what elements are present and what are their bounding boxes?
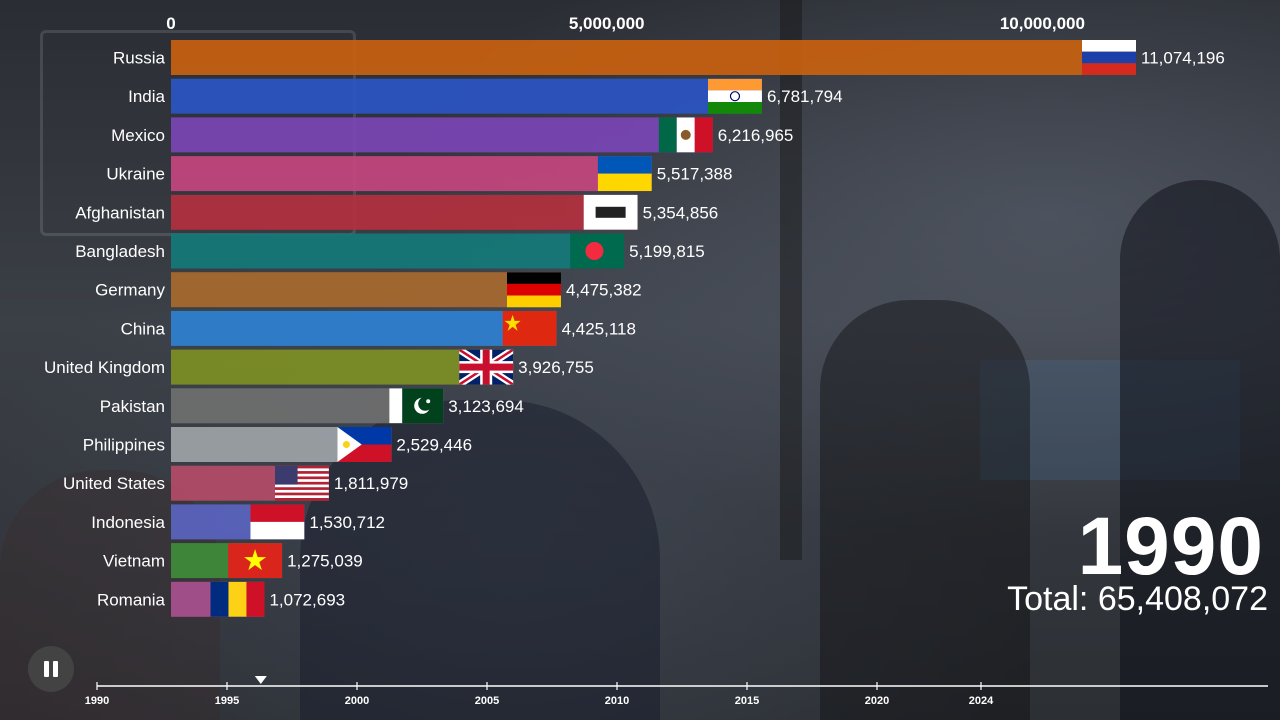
timeline-year-label: 1995 <box>215 695 239 707</box>
bar-row: Bangladesh 5,199,815 <box>75 233 705 269</box>
bar-row: Indonesia 1,530,712 <box>91 504 385 540</box>
pakistan-flag-icon <box>389 388 444 424</box>
bar-row: Pakistan 3,123,694 <box>100 388 524 424</box>
bar <box>171 194 638 230</box>
india-flag-icon <box>707 78 762 114</box>
country-label: Germany <box>95 281 165 300</box>
total-count: Total: 65,408,072 <box>1007 580 1268 618</box>
bar-chart: 0 5,000,000 10,000,000 Russia 11,074,196 Ind… <box>44 14 1225 617</box>
country-label: Bangladesh <box>75 242 165 261</box>
bar <box>171 156 652 192</box>
x-tick-label: 0 <box>166 14 175 33</box>
value-label: 5,517,388 <box>657 165 733 184</box>
value-label: 1,530,712 <box>309 513 385 532</box>
timeline-slider[interactable]: 1990 1995 2000 2005 2010 2015 2020 2024 <box>0 672 1280 720</box>
bar <box>171 272 561 308</box>
country-label: Ukraine <box>106 165 165 184</box>
bar-row: Russia 11,074,196 <box>113 40 1225 75</box>
indonesia-flag-icon <box>250 504 305 540</box>
timeline-year-label: 2024 <box>969 695 994 707</box>
value-label: 1,275,039 <box>287 552 363 571</box>
bars: Russia 11,074,196 India 6,781,794 Mexico 6,21… <box>44 40 1225 617</box>
bar-row: United States 1,811,979 <box>63 465 408 501</box>
country-label: Russia <box>113 49 166 68</box>
china-flag-icon <box>502 310 557 346</box>
pause-button[interactable] <box>28 646 74 692</box>
bangladesh-flag-icon <box>570 233 625 269</box>
value-label: 2,529,446 <box>396 436 472 455</box>
united-states-flag-icon <box>274 465 329 501</box>
bar <box>171 233 625 269</box>
value-label: 5,354,856 <box>643 203 719 222</box>
country-label: China <box>121 319 166 338</box>
vietnam-flag-icon <box>228 543 283 579</box>
value-label: 5,199,815 <box>629 242 705 261</box>
value-label: 3,123,694 <box>448 397 524 416</box>
bar-row: Germany 4,475,382 <box>95 272 642 308</box>
country-label: Romania <box>97 590 166 609</box>
united-kingdom-flag-icon <box>459 349 514 385</box>
value-label: 6,216,965 <box>718 126 794 145</box>
bar-row: India 6,781,794 <box>128 78 843 114</box>
bar <box>171 349 514 385</box>
country-label: Vietnam <box>103 552 165 571</box>
bar <box>171 117 713 153</box>
bar <box>171 40 1136 75</box>
value-label: 6,781,794 <box>767 87 843 106</box>
bar-row: Mexico 6,216,965 <box>111 117 794 153</box>
bar-row: Romania 1,072,693 <box>97 581 345 617</box>
country-label: Philippines <box>83 436 165 455</box>
timeline-year-label: 2005 <box>475 695 499 707</box>
country-label: Mexico <box>111 126 165 145</box>
timeline-year-label: 2015 <box>735 695 759 707</box>
bar-row: China 4,425,118 <box>121 310 636 346</box>
country-label: United Kingdom <box>44 358 165 377</box>
country-label: Pakistan <box>100 397 165 416</box>
country-label: United States <box>63 474 165 493</box>
afghanistan-flag-icon <box>583 194 638 230</box>
bar-row: Vietnam 1,275,039 <box>103 543 363 579</box>
value-label: 1,811,979 <box>334 474 408 493</box>
x-tick-label: 5,000,000 <box>569 14 645 33</box>
ukraine-flag-icon <box>597 156 652 192</box>
mexico-flag-icon <box>658 117 713 153</box>
current-year: 1990 <box>1077 501 1264 592</box>
bar-row: Afghanistan 5,354,856 <box>75 194 719 230</box>
timeline-marker-icon[interactable] <box>254 676 267 684</box>
country-label: Indonesia <box>91 513 165 532</box>
country-label: India <box>128 87 165 106</box>
x-axis-ticks: 0 5,000,000 10,000,000 <box>166 14 1085 33</box>
germany-flag-icon <box>506 272 561 308</box>
bar-row: Ukraine 5,517,388 <box>106 156 733 192</box>
bar-row: Philippines 2,529,446 <box>83 427 472 462</box>
bar <box>171 78 762 114</box>
value-label: 3,926,755 <box>518 358 594 377</box>
timeline-year-label: 2020 <box>865 695 889 707</box>
value-label: 4,425,118 <box>562 319 636 338</box>
x-tick-label: 10,000,000 <box>1000 14 1085 33</box>
timeline-year-label: 1990 <box>85 695 109 707</box>
bar <box>171 310 557 346</box>
bar-row: United Kingdom 3,926,755 <box>44 349 594 385</box>
country-label: Afghanistan <box>75 203 165 222</box>
timeline-year-label: 2000 <box>345 695 369 707</box>
timeline-year-label: 2010 <box>605 695 629 707</box>
value-label: 4,475,382 <box>566 281 642 300</box>
value-label: 11,074,196 <box>1141 49 1225 68</box>
romania-flag-icon <box>210 581 265 617</box>
value-label: 1,072,693 <box>269 590 345 609</box>
russia-flag-icon <box>1082 40 1136 75</box>
philippines-flag-icon <box>337 427 392 462</box>
pause-icon <box>42 661 60 677</box>
